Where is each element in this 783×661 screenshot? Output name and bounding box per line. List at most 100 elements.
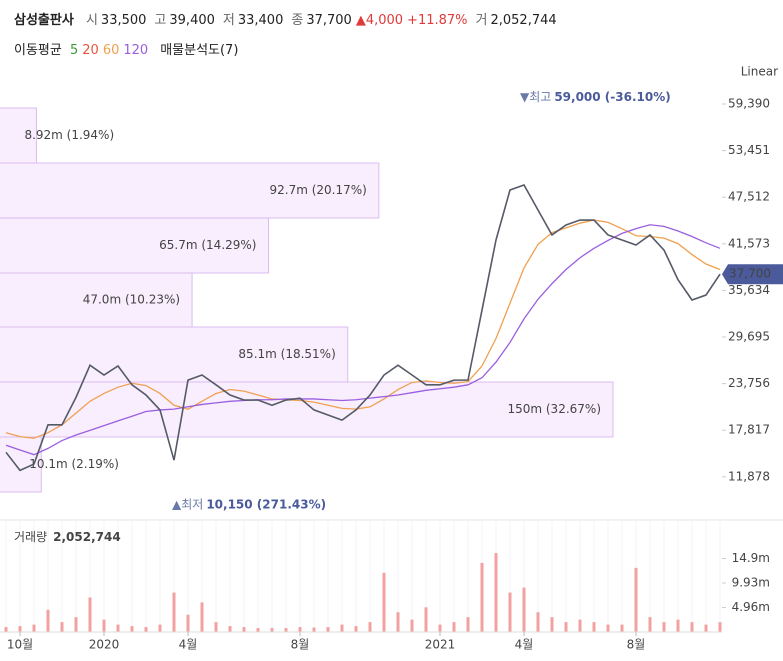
volume-bar [116, 624, 120, 632]
field-label: 고 [154, 13, 167, 28]
scale-label: Linear [741, 65, 778, 79]
volume-bar [676, 619, 680, 632]
volume-bar [718, 622, 722, 632]
volume-bar [172, 592, 176, 632]
volume-bar [284, 628, 288, 632]
volume-bar [438, 624, 442, 632]
change: ▲4,000 [355, 13, 404, 28]
volume-bar [74, 617, 78, 632]
volume-bar [648, 617, 652, 632]
volume-bar [186, 614, 190, 632]
volume-bar [550, 617, 554, 632]
x-tick-label: 8월 [291, 638, 310, 652]
price-line [5, 183, 721, 472]
stock-name: 삼성출판사 [14, 13, 74, 28]
volume-y-tick-label: 4.96m [732, 600, 770, 614]
y-tick-label: 17,817 [728, 423, 770, 437]
x-tick-label: 4월 [179, 638, 198, 652]
ma-line [5, 224, 721, 456]
x-tick-label: 8월 [627, 638, 646, 652]
quote-row: 삼성출판사 시 33,500 고 39,400 저 33,400 종 37,700 ▲4,000… [14, 10, 557, 32]
volume-y-tick-label: 14.9m [732, 551, 770, 565]
price-tag-bg [722, 264, 783, 285]
indicator-row: 이동평균 5 20 60 120 매물분석도(7) [14, 40, 557, 62]
y-tick-label: 41,573 [728, 236, 770, 250]
field-value: 37,700 [306, 13, 352, 28]
annotation: ▼최고 59,000 (-36.10%) [520, 90, 671, 104]
profile-bar [0, 272, 193, 328]
volume-bar [32, 624, 36, 632]
volume-bar [200, 602, 204, 632]
volume-bar [340, 624, 344, 632]
volume-bar [466, 617, 470, 632]
profile-bar [0, 381, 614, 438]
volume-bar [368, 622, 372, 632]
annotation-label: 10,150 (271.43%) [206, 497, 326, 511]
volume-bar [536, 612, 540, 632]
volume-bar [704, 624, 708, 632]
volume-bar [382, 572, 386, 632]
volume-bar [452, 622, 456, 632]
ma-line [5, 219, 721, 439]
field-label: 종 [291, 13, 304, 28]
profile-title: 매물분석도(7) [160, 43, 239, 58]
volume-bar [46, 609, 50, 632]
y-tick-label: 29,695 [728, 330, 770, 344]
field-label: 시 [85, 13, 98, 28]
volume-y-tick-label: 9.93m [732, 576, 770, 590]
field-value: 39,400 [169, 13, 215, 28]
volume-bar [564, 622, 568, 632]
volume-bar [522, 587, 526, 632]
ma-legend: 20 [82, 43, 99, 58]
volume-bar [18, 626, 22, 632]
volume-bar [634, 567, 638, 632]
y-tick-label: 47,512 [728, 190, 770, 204]
profile-bar [0, 217, 269, 274]
y-tick-label: 59,390 [728, 96, 770, 110]
volume-bar [578, 619, 582, 632]
field-label: 저 [222, 13, 235, 28]
volume-bar [60, 622, 64, 632]
y-tick-label: 23,756 [728, 376, 770, 390]
volume-bar [4, 627, 8, 632]
annotation-label: 59,000 (-36.10%) [554, 90, 670, 104]
y-tick-label: 35,634 [728, 283, 770, 297]
volume-bar [396, 612, 400, 632]
volume-bar [410, 619, 414, 632]
volume-bar [424, 607, 428, 632]
profile-label: 92.7m (20.17%) [269, 183, 366, 197]
volume-value: 2,052,744 [490, 13, 557, 28]
x-tick-label: 2021 [425, 638, 456, 652]
profile-label: 10.1m (2.19%) [29, 457, 119, 471]
field-value: 33,400 [237, 13, 284, 28]
ma-legend: 60 [102, 43, 120, 58]
x-tick-label: 10월 [7, 638, 33, 652]
field-value: 33,500 [100, 13, 147, 28]
volume-bar [620, 624, 624, 632]
volume-bar [662, 622, 666, 632]
ma-legend: 120 [123, 43, 149, 58]
volume-bar [354, 626, 358, 632]
header: 삼성출판사 시 33,500 고 39,400 저 33,400 종 37,700 ▲4,000… [14, 10, 557, 70]
volume-title-label: 거래량 [14, 530, 47, 544]
volume-bar [242, 627, 246, 632]
profile-label: 47.0m (10.23%) [83, 293, 180, 307]
volume-bar [326, 627, 330, 632]
profile-label: 150m (32.67%) [507, 402, 601, 416]
volume-bar [270, 628, 274, 632]
volume-bar [480, 562, 484, 632]
price-tag: 37,700 [729, 267, 771, 281]
volume-bar [256, 628, 260, 632]
volume-bar [690, 622, 694, 632]
volume-bar [158, 624, 162, 632]
volume-bar [606, 624, 610, 632]
annotation-marker: ▲최저 [172, 497, 203, 511]
profile-bar [0, 162, 380, 219]
volume-bar [298, 627, 302, 632]
volume-bar [144, 627, 148, 632]
ma-title: 이동평균 [14, 43, 62, 58]
volume-bar [130, 626, 134, 632]
profile-label: 85.1m (18.51%) [238, 347, 335, 361]
x-tick-label: 2020 [89, 638, 120, 652]
